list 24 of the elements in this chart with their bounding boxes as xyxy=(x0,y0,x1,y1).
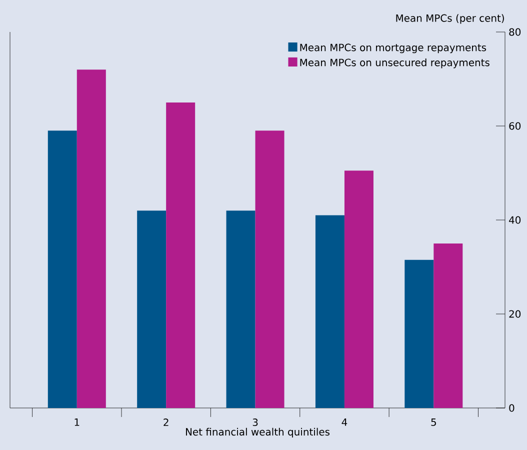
bar xyxy=(226,210,256,408)
x-tick-label: 1 xyxy=(74,418,80,426)
bar xyxy=(255,130,284,408)
bar xyxy=(434,243,463,408)
bar xyxy=(48,130,77,408)
bar xyxy=(137,210,166,408)
y-tick-label: 20 xyxy=(509,310,521,318)
x-tick-label: 3 xyxy=(252,418,258,426)
y-tick-label: 60 xyxy=(509,122,521,130)
bar xyxy=(315,215,344,408)
x-tick-label: 2 xyxy=(164,418,168,426)
bar xyxy=(404,260,434,408)
y-tick-label: 0 xyxy=(509,404,514,412)
y-tick-label: 80 xyxy=(509,28,521,36)
legend-label: Mean MPCs on mortgage repayments xyxy=(300,44,486,54)
y-tick-label: 40 xyxy=(509,216,521,224)
x-axis-title: Net financial wealth quintiles xyxy=(186,428,330,438)
x-tick-label: 5 xyxy=(431,418,436,426)
bar xyxy=(344,170,374,408)
bar xyxy=(76,70,106,408)
x-tick-label: 4 xyxy=(342,418,348,426)
bar xyxy=(166,102,196,408)
y-axis-title: Mean MPCs (per cent) xyxy=(396,14,504,24)
legend-label: Mean MPCs on unsecured repayments xyxy=(300,58,490,68)
